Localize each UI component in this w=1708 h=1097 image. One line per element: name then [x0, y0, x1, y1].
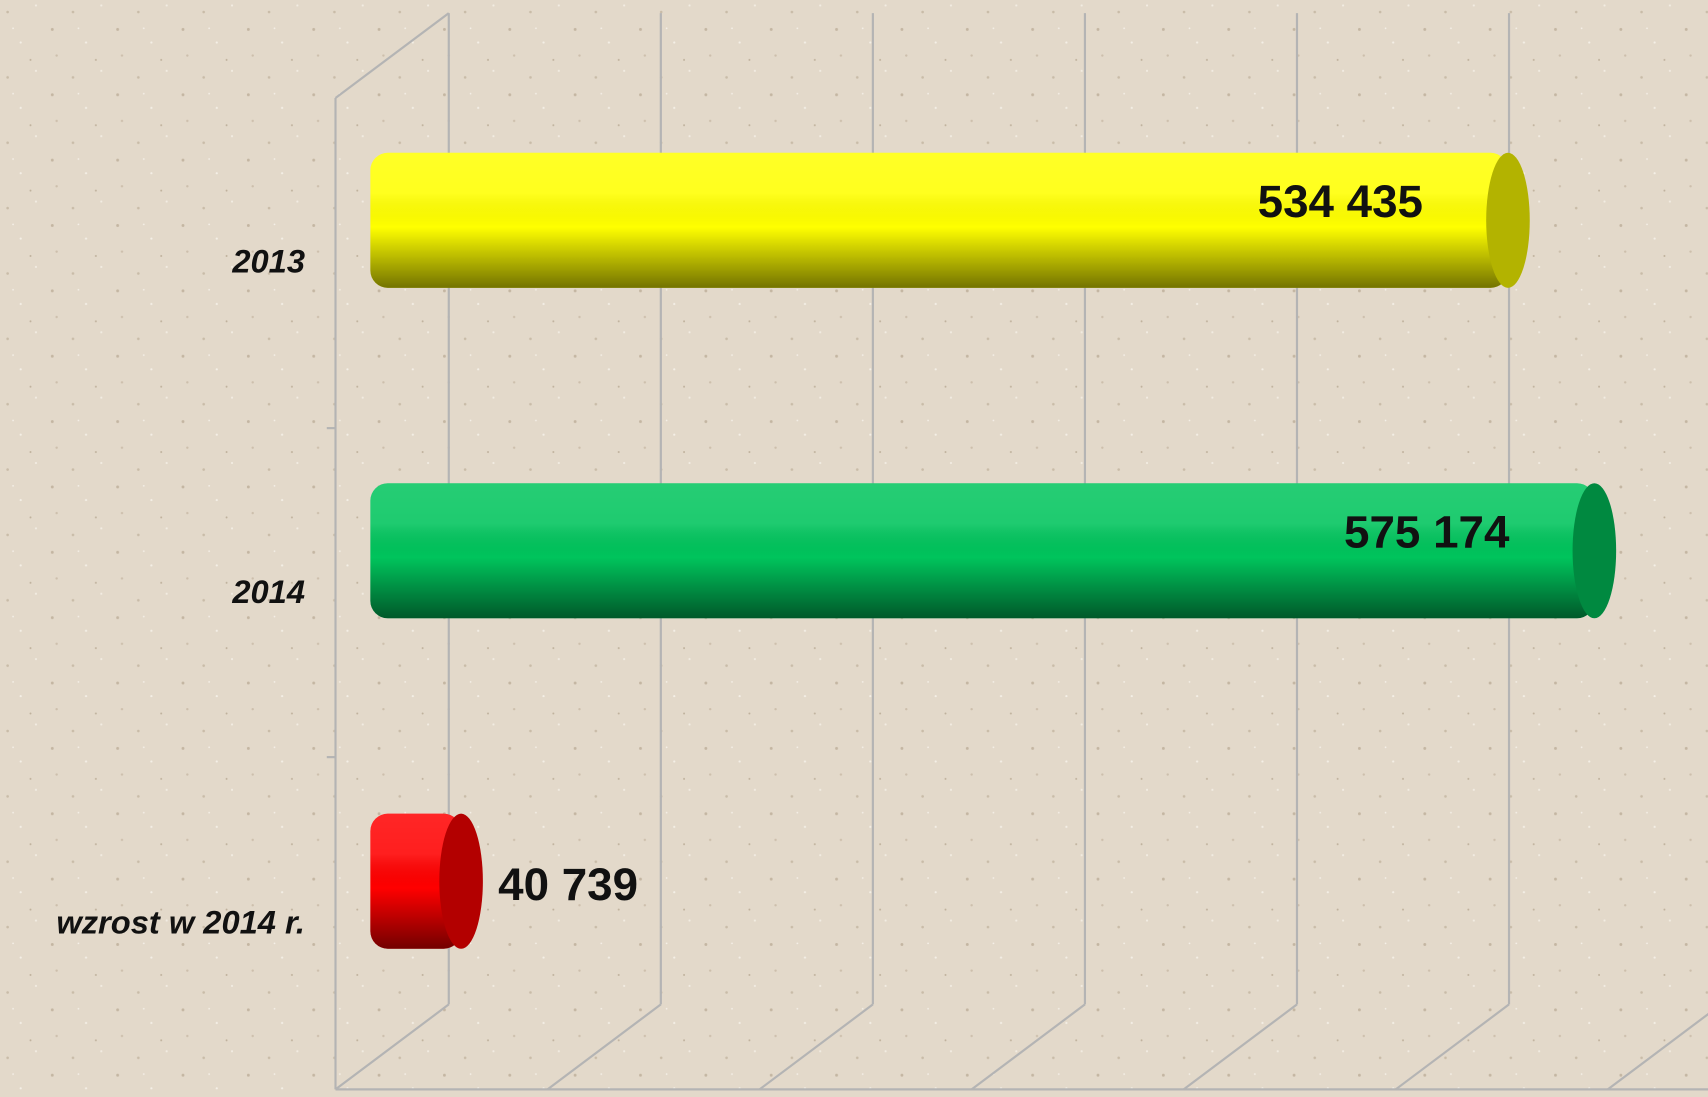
cylinder — [370, 152, 1530, 288]
floor-grid-line — [970, 1003, 1086, 1091]
cylinder — [370, 813, 483, 949]
bar-shading — [370, 152, 1508, 288]
bar-end-cap — [1486, 152, 1530, 288]
floor-grid-line — [1183, 1003, 1298, 1091]
floor-grid-line — [334, 1003, 450, 1091]
bar-shading — [370, 483, 1595, 619]
wall-edge — [334, 12, 450, 99]
category-label: wzrost w 2014 r. — [56, 903, 305, 940]
bar-end-cap — [1572, 483, 1617, 619]
chart-walls — [326, 12, 1708, 1091]
bar-end-cap — [439, 813, 483, 949]
category-label: 2014 — [231, 573, 305, 610]
floor-grid-line — [546, 1003, 662, 1091]
value-label: 534 435 — [1258, 176, 1423, 227]
value-label: 575 174 — [1344, 507, 1510, 558]
value-label: 40 739 — [498, 859, 638, 910]
bar-shading — [370, 813, 462, 949]
cylinder — [370, 483, 1617, 619]
floor-grid-line — [1395, 1003, 1510, 1091]
floor-grid-line — [1607, 1012, 1708, 1091]
category-label: 2013 — [231, 243, 305, 280]
floor-grid-line — [758, 1003, 874, 1091]
